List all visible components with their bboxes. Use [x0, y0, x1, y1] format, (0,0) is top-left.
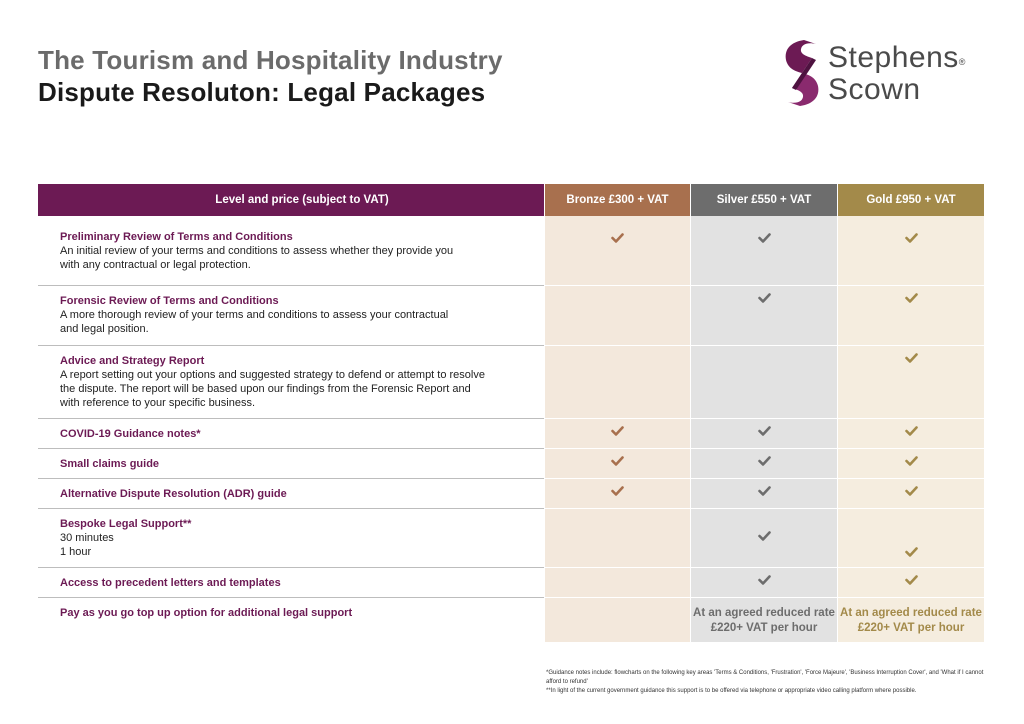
feature-title: Advice and Strategy Report	[60, 355, 205, 367]
silver-cell	[690, 509, 837, 568]
company-logo: Stephens® Scown	[782, 40, 992, 110]
feature-sub-1-hour: 1 hour	[60, 546, 92, 558]
check-icon	[904, 486, 918, 496]
check-icon	[904, 353, 918, 363]
feature-cell: Bespoke Legal Support** 30 minutes 1 hou…	[38, 509, 544, 568]
page-title-line-1: The Tourism and Hospitality Industry	[38, 45, 503, 75]
footnotes: *Guidance notes include: flowcharts on t…	[546, 669, 986, 696]
check-icon	[611, 486, 624, 496]
feature-cell: Forensic Review of Terms and Conditions …	[38, 286, 544, 346]
silver-topup-rate: At an agreed reduced rate £220+ VAT per …	[693, 607, 835, 634]
feature-description: A report setting out your options and su…	[60, 369, 485, 409]
table-row: Advice and Strategy Report A report sett…	[38, 346, 984, 419]
footnote-bespoke-support: **In light of the current government gui…	[546, 688, 917, 694]
bronze-cell	[544, 479, 690, 509]
feature-title: Access to precedent letters and template…	[60, 577, 281, 589]
table-row: Bespoke Legal Support** 30 minutes 1 hou…	[38, 509, 984, 568]
silver-cell	[690, 568, 837, 598]
bronze-cell	[544, 216, 690, 286]
bronze-cell	[544, 286, 690, 346]
table-row: COVID-19 Guidance notes*	[38, 419, 984, 449]
table-row: Alternative Dispute Resolution (ADR) gui…	[38, 479, 984, 509]
silver-cell	[690, 479, 837, 509]
feature-cell: Alternative Dispute Resolution (ADR) gui…	[38, 479, 544, 509]
check-icon	[757, 575, 771, 585]
check-icon	[904, 575, 918, 585]
table-header-row: Level and price (subject to VAT) Bronze …	[38, 184, 984, 216]
gold-cell	[837, 509, 984, 568]
check-icon	[904, 547, 918, 557]
check-icon	[904, 426, 918, 436]
check-icon	[904, 293, 918, 303]
silver-cell	[690, 216, 837, 286]
feature-cell: Pay as you go top up option for addition…	[38, 598, 544, 643]
check-icon	[757, 233, 771, 243]
feature-cell: Small claims guide	[38, 449, 544, 479]
footnote-guidance-notes: *Guidance notes include: flowcharts on t…	[546, 670, 984, 685]
table-row: Small claims guide	[38, 449, 984, 479]
feature-title: Alternative Dispute Resolution (ADR) gui…	[60, 488, 287, 500]
gold-cell	[837, 286, 984, 346]
gold-cell	[837, 216, 984, 286]
feature-cell: Preliminary Review of Terms and Conditio…	[38, 216, 544, 286]
bronze-cell	[544, 568, 690, 598]
header-silver: Silver £550 + VAT	[690, 184, 837, 216]
bronze-cell	[544, 509, 690, 568]
packages-table: Level and price (subject to VAT) Bronze …	[38, 184, 984, 643]
check-icon	[757, 293, 771, 303]
bronze-cell	[544, 346, 690, 419]
check-icon	[611, 233, 624, 243]
feature-cell: COVID-19 Guidance notes*	[38, 419, 544, 449]
page-title-line-2: Dispute Resoluton: Legal Packages	[38, 77, 486, 107]
check-icon	[611, 456, 624, 466]
gold-cell	[837, 449, 984, 479]
table-row: Pay as you go top up option for addition…	[38, 598, 984, 643]
check-icon	[904, 233, 918, 243]
gold-cell	[837, 568, 984, 598]
check-icon	[757, 486, 771, 496]
logo-wordmark-line-2: Scown	[828, 73, 921, 106]
header-level-price: Level and price (subject to VAT)	[38, 184, 544, 216]
gold-cell: At an agreed reduced rate £220+ VAT per …	[837, 598, 984, 643]
check-icon	[904, 456, 918, 466]
header-bronze: Bronze £300 + VAT	[544, 184, 690, 216]
bronze-cell	[544, 449, 690, 479]
header-gold: Gold £950 + VAT	[837, 184, 984, 216]
feature-description: An initial review of your terms and cond…	[60, 245, 454, 271]
check-icon	[611, 426, 624, 436]
check-icon	[757, 531, 771, 541]
table-row: Access to precedent letters and template…	[38, 568, 984, 598]
feature-title: Bespoke Legal Support**	[60, 518, 192, 530]
stephens-scown-s-logo-icon	[785, 40, 819, 106]
bronze-cell	[544, 419, 690, 449]
check-icon	[757, 456, 771, 466]
feature-title: Preliminary Review of Terms and Conditio…	[60, 231, 293, 243]
feature-title: Forensic Review of Terms and Conditions	[60, 295, 279, 307]
feature-title: COVID-19 Guidance notes*	[60, 428, 201, 440]
check-icon	[757, 426, 771, 436]
gold-cell	[837, 346, 984, 419]
silver-cell	[690, 286, 837, 346]
table-row: Forensic Review of Terms and Conditions …	[38, 286, 984, 346]
bronze-cell	[544, 598, 690, 643]
gold-cell	[837, 479, 984, 509]
feature-cell: Advice and Strategy Report A report sett…	[38, 346, 544, 419]
gold-cell	[837, 419, 984, 449]
silver-cell	[690, 449, 837, 479]
table-row: Preliminary Review of Terms and Conditio…	[38, 216, 984, 286]
page-title: The Tourism and Hospitality Industry Dis…	[38, 44, 503, 108]
feature-description: A more thorough review of your terms and…	[60, 309, 449, 335]
logo-wordmark-line-1: Stephens	[828, 41, 959, 74]
feature-title: Small claims guide	[60, 458, 160, 470]
feature-sub-30-minutes: 30 minutes	[60, 532, 114, 544]
silver-cell	[690, 419, 837, 449]
logo-registered-mark: ®	[958, 57, 966, 67]
silver-cell: At an agreed reduced rate £220+ VAT per …	[690, 598, 837, 643]
feature-title: Pay as you go top up option for addition…	[60, 607, 353, 619]
gold-topup-rate: At an agreed reduced rate £220+ VAT per …	[840, 607, 982, 634]
logo-wordmark: Stephens® Scown	[828, 42, 966, 106]
feature-cell: Access to precedent letters and template…	[38, 568, 544, 598]
silver-cell	[690, 346, 837, 419]
